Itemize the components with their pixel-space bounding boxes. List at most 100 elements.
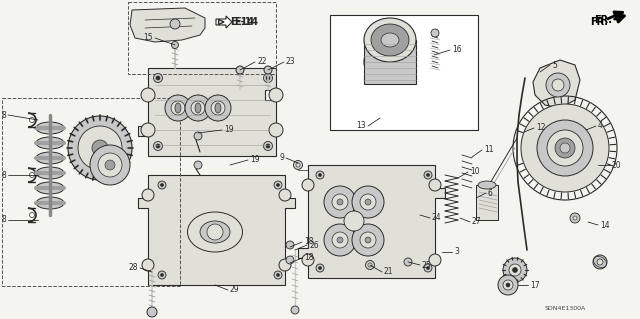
Circle shape [552, 79, 564, 91]
Circle shape [316, 264, 324, 272]
Text: 26: 26 [309, 241, 319, 249]
Text: 12: 12 [536, 123, 545, 132]
Circle shape [498, 275, 518, 295]
Circle shape [332, 194, 348, 210]
Text: 11: 11 [484, 145, 493, 154]
Ellipse shape [142, 189, 154, 201]
Circle shape [264, 73, 273, 83]
Text: 19: 19 [250, 155, 260, 165]
Circle shape [98, 153, 122, 177]
Polygon shape [130, 8, 205, 42]
Circle shape [291, 306, 299, 314]
Circle shape [191, 101, 205, 115]
Text: 8: 8 [1, 170, 6, 180]
Ellipse shape [142, 259, 154, 271]
Text: E-14: E-14 [234, 17, 258, 27]
Circle shape [274, 181, 282, 189]
Polygon shape [533, 60, 580, 108]
Circle shape [105, 160, 115, 170]
Text: 16: 16 [452, 46, 461, 55]
Circle shape [352, 224, 384, 256]
Circle shape [194, 132, 202, 140]
Ellipse shape [269, 88, 283, 102]
Text: FR.: FR. [590, 17, 608, 27]
Ellipse shape [302, 254, 314, 266]
Text: 3: 3 [454, 248, 459, 256]
Circle shape [503, 280, 513, 290]
Circle shape [172, 41, 179, 48]
Circle shape [546, 73, 570, 97]
Circle shape [332, 232, 348, 248]
Circle shape [424, 264, 432, 272]
Text: 8: 8 [1, 110, 6, 120]
Circle shape [547, 130, 583, 166]
Circle shape [426, 266, 429, 270]
Circle shape [274, 271, 282, 279]
Circle shape [147, 307, 157, 317]
Circle shape [521, 104, 609, 192]
Ellipse shape [364, 18, 416, 62]
Text: 6: 6 [488, 189, 493, 197]
Ellipse shape [36, 152, 64, 164]
Circle shape [360, 232, 376, 248]
Circle shape [424, 171, 432, 179]
Polygon shape [138, 175, 295, 285]
Polygon shape [216, 16, 232, 28]
Text: 25: 25 [422, 261, 431, 270]
Ellipse shape [269, 123, 283, 137]
Circle shape [90, 145, 130, 185]
Text: 5: 5 [552, 61, 557, 70]
Circle shape [296, 163, 300, 167]
Ellipse shape [429, 254, 441, 266]
Circle shape [513, 268, 518, 272]
Ellipse shape [195, 103, 201, 113]
Polygon shape [138, 68, 276, 156]
Circle shape [286, 241, 294, 249]
Bar [364, 40, 416, 84]
Ellipse shape [364, 40, 416, 84]
Bar [476, 185, 498, 220]
Text: 27: 27 [472, 218, 482, 226]
Ellipse shape [175, 103, 181, 113]
Text: 19: 19 [224, 125, 234, 135]
Text: 20: 20 [612, 160, 621, 169]
Text: 9: 9 [279, 153, 284, 162]
Circle shape [365, 199, 371, 205]
Circle shape [404, 258, 412, 266]
Circle shape [360, 194, 376, 210]
Circle shape [294, 160, 303, 169]
Circle shape [352, 186, 384, 218]
Circle shape [431, 29, 439, 37]
Circle shape [156, 76, 160, 80]
Circle shape [426, 174, 429, 176]
Ellipse shape [381, 33, 399, 47]
Text: 23: 23 [286, 57, 296, 66]
Circle shape [171, 101, 185, 115]
Ellipse shape [36, 167, 64, 179]
Ellipse shape [302, 179, 314, 191]
Ellipse shape [36, 137, 64, 149]
Text: 22: 22 [257, 57, 266, 66]
Circle shape [365, 237, 371, 243]
Ellipse shape [429, 179, 441, 191]
Circle shape [286, 256, 294, 264]
Circle shape [156, 144, 160, 148]
Circle shape [573, 216, 577, 220]
Circle shape [597, 259, 603, 265]
Circle shape [337, 199, 343, 205]
Circle shape [555, 138, 575, 158]
Circle shape [158, 181, 166, 189]
Circle shape [236, 66, 244, 74]
Circle shape [92, 140, 108, 156]
Circle shape [165, 95, 191, 121]
Circle shape [211, 101, 225, 115]
Circle shape [324, 186, 356, 218]
Ellipse shape [371, 24, 409, 56]
Circle shape [264, 142, 273, 151]
Bar [128, 2, 276, 74]
Circle shape [344, 211, 364, 231]
Polygon shape [298, 165, 445, 278]
Circle shape [205, 95, 231, 121]
Circle shape [276, 183, 280, 187]
Circle shape [158, 271, 166, 279]
